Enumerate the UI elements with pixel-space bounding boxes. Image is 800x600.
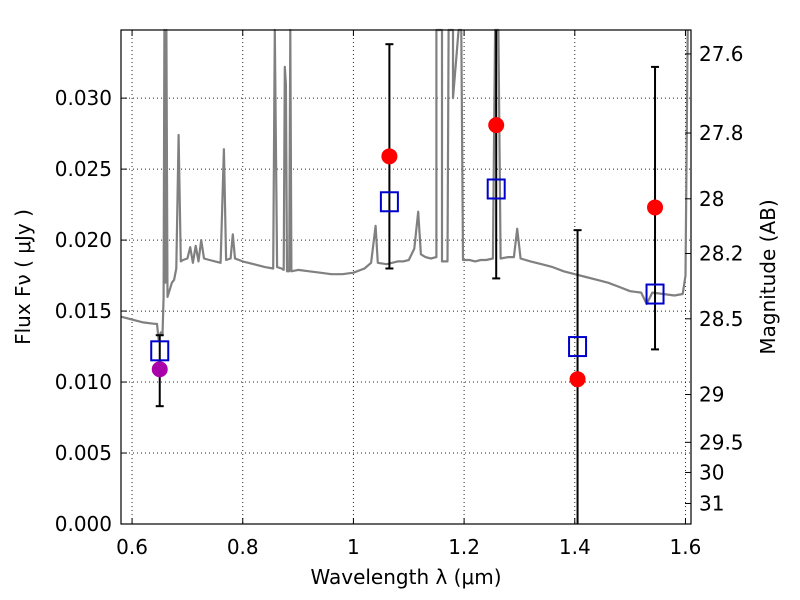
y-tick-label: 0.030 bbox=[55, 86, 112, 110]
model-spectrum-layer bbox=[120, 28, 689, 341]
right-tick-label: 31 bbox=[699, 491, 724, 515]
model-photometry-point bbox=[379, 191, 399, 213]
right-tick-label: 27.6 bbox=[699, 42, 744, 66]
y-tick-label: 0.000 bbox=[55, 512, 112, 536]
y-tick-label: 0.015 bbox=[55, 299, 112, 323]
right-tick-label: 30 bbox=[699, 460, 724, 484]
x-axis-ticks: 0.6 0.8 1 1.2 1.4 1.6 bbox=[116, 30, 701, 559]
x-tick-label: 1 bbox=[347, 535, 360, 559]
right-tick-label: 28.2 bbox=[699, 242, 744, 266]
x-tick-label: 1.4 bbox=[559, 535, 591, 559]
observed-point bbox=[569, 371, 586, 388]
right-axis-ticks: 27.6 27.8 28 28.2 28.5 29 29.5 30 31 bbox=[685, 42, 744, 515]
observed-point bbox=[647, 199, 664, 216]
model-photometry-point bbox=[486, 178, 506, 200]
x-tick-label: 0.6 bbox=[116, 535, 148, 559]
x-tick-label: 1.6 bbox=[670, 535, 702, 559]
model-photometry-point bbox=[645, 283, 665, 305]
y-axis-ticks: 0.000 0.005 0.010 0.015 0.020 0.025 0.030 bbox=[55, 86, 127, 536]
right-axis-label: Magnitude (AB) bbox=[756, 199, 780, 354]
x-tick-label: 0.8 bbox=[227, 535, 259, 559]
model-photometry-point bbox=[150, 340, 170, 362]
plot-frame bbox=[120, 29, 692, 525]
grid-lines bbox=[121, 30, 691, 525]
y-tick-label: 0.020 bbox=[55, 228, 112, 252]
model-spectrum-line bbox=[120, 28, 689, 341]
y-tick-label: 0.010 bbox=[55, 370, 112, 394]
model-photometry-points bbox=[150, 178, 665, 362]
observed-points bbox=[151, 117, 664, 388]
right-tick-label: 28 bbox=[699, 187, 724, 211]
observed-point bbox=[381, 148, 398, 165]
y-axis-label: Flux Fν ( μJy ) bbox=[11, 209, 35, 345]
right-tick-label: 29.5 bbox=[699, 430, 744, 454]
right-tick-label: 29 bbox=[699, 383, 724, 407]
y-tick-label: 0.005 bbox=[55, 441, 112, 465]
x-axis-label: Wavelength λ (μm) bbox=[310, 565, 501, 589]
y-tick-label: 0.025 bbox=[55, 157, 112, 181]
x-tick-label: 1.2 bbox=[448, 535, 480, 559]
model-photometry-point bbox=[568, 336, 588, 358]
right-tick-label: 28.5 bbox=[699, 307, 744, 331]
observed-point bbox=[151, 361, 168, 378]
right-tick-label: 27.8 bbox=[699, 121, 744, 145]
observed-point bbox=[488, 117, 505, 134]
